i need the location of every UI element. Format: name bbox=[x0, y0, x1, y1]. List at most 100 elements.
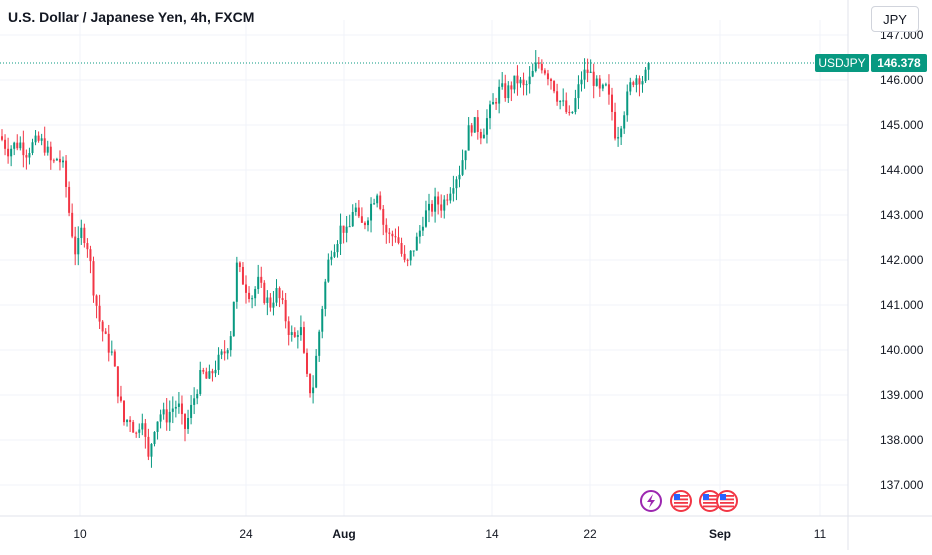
candle-body bbox=[428, 203, 430, 211]
candle-body bbox=[458, 174, 461, 180]
candle-body bbox=[190, 404, 193, 418]
y-tick-label: 137.000 bbox=[880, 478, 924, 492]
candle-body bbox=[620, 128, 623, 138]
y-tick-label: 139.000 bbox=[880, 388, 924, 402]
candle-body bbox=[370, 203, 373, 221]
candle-body bbox=[220, 351, 223, 355]
candle-body bbox=[601, 84, 604, 89]
candle-body bbox=[95, 295, 98, 306]
candle-body bbox=[632, 82, 635, 85]
lightning-icon[interactable] bbox=[640, 490, 662, 512]
candle-body bbox=[34, 135, 37, 143]
candle-body bbox=[528, 76, 531, 85]
candle-body bbox=[138, 429, 141, 433]
candle-body bbox=[1, 136, 3, 140]
candle-body bbox=[306, 352, 308, 374]
candle-body bbox=[202, 370, 205, 372]
candle-body bbox=[531, 70, 534, 77]
candle-body bbox=[522, 79, 525, 86]
candle-body bbox=[519, 79, 522, 84]
candle-body bbox=[116, 366, 119, 397]
candle-body bbox=[92, 261, 95, 296]
candle-body bbox=[223, 351, 226, 354]
candle-body bbox=[52, 160, 55, 162]
candle-body bbox=[232, 301, 235, 337]
y-tick-label: 140.000 bbox=[880, 343, 924, 357]
candle-body bbox=[342, 225, 345, 233]
candle-body bbox=[339, 225, 342, 244]
candle-body bbox=[360, 216, 363, 223]
candle-body bbox=[595, 78, 598, 86]
candle-body bbox=[31, 142, 34, 154]
candle-body bbox=[336, 243, 339, 253]
candle-body bbox=[46, 146, 49, 153]
candle-body bbox=[397, 237, 400, 243]
candle-body bbox=[501, 83, 504, 87]
candle-body bbox=[241, 266, 244, 285]
candle-body bbox=[345, 226, 348, 233]
candle-body bbox=[583, 69, 586, 80]
x-tick-label: Aug bbox=[332, 527, 355, 541]
candle-body bbox=[589, 71, 592, 73]
candle-body bbox=[71, 212, 74, 237]
candle-body bbox=[272, 302, 275, 308]
candle-body bbox=[171, 408, 174, 412]
candle-body bbox=[394, 236, 397, 238]
candle-body bbox=[80, 227, 83, 238]
x-tick-label: 10 bbox=[73, 527, 87, 541]
candle-body bbox=[489, 104, 491, 119]
candle-body bbox=[431, 203, 434, 212]
candle-body bbox=[245, 284, 247, 293]
y-tick-label: 146.000 bbox=[880, 73, 924, 87]
candle-body bbox=[7, 148, 10, 157]
candle-body bbox=[89, 249, 92, 262]
candle-body bbox=[318, 331, 321, 356]
candle-body bbox=[452, 188, 455, 194]
y-tick-label: 142.000 bbox=[880, 253, 924, 267]
candle-body bbox=[604, 84, 607, 86]
candle-body bbox=[187, 417, 190, 429]
candle-body bbox=[559, 101, 562, 103]
candle-body bbox=[40, 138, 43, 141]
candle-body bbox=[592, 71, 595, 86]
price-tag-value: 146.378 bbox=[877, 56, 921, 70]
candle-body bbox=[43, 138, 46, 153]
candle-body bbox=[309, 373, 312, 394]
candle-body bbox=[464, 150, 467, 161]
symbol-tag-label: USDJPY bbox=[818, 56, 865, 70]
candle-body bbox=[260, 276, 263, 283]
candle-body bbox=[470, 125, 473, 133]
candle-body bbox=[263, 282, 266, 303]
candle-body bbox=[626, 91, 629, 116]
candle-body bbox=[135, 432, 138, 434]
candle-body bbox=[629, 82, 632, 92]
candle-body bbox=[150, 444, 153, 457]
candle-body bbox=[525, 84, 528, 86]
candle-body bbox=[330, 256, 333, 260]
candle-body bbox=[126, 419, 129, 423]
us-flag-icon[interactable] bbox=[670, 490, 692, 512]
candle-body bbox=[284, 299, 287, 322]
candle-body bbox=[537, 62, 540, 64]
price-tag bbox=[871, 53, 927, 72]
candle-body bbox=[147, 436, 150, 457]
candle-body bbox=[437, 196, 440, 205]
us-flag-icon[interactable] bbox=[716, 490, 738, 512]
candle-body bbox=[354, 207, 357, 212]
candle-body bbox=[275, 288, 278, 303]
candle-body bbox=[321, 308, 324, 332]
candle-body bbox=[644, 69, 647, 82]
candle-body bbox=[446, 199, 449, 201]
us-flag-icon[interactable] bbox=[699, 490, 721, 512]
candle-body bbox=[565, 100, 568, 113]
candle-body bbox=[543, 70, 546, 74]
currency-button[interactable]: JPY bbox=[871, 6, 919, 32]
candle-body bbox=[266, 297, 269, 303]
y-tick-label: 145.000 bbox=[880, 118, 924, 132]
candle-body bbox=[363, 222, 366, 226]
candle-body bbox=[611, 94, 613, 112]
candle-body bbox=[485, 118, 488, 135]
candle-body bbox=[434, 196, 437, 212]
